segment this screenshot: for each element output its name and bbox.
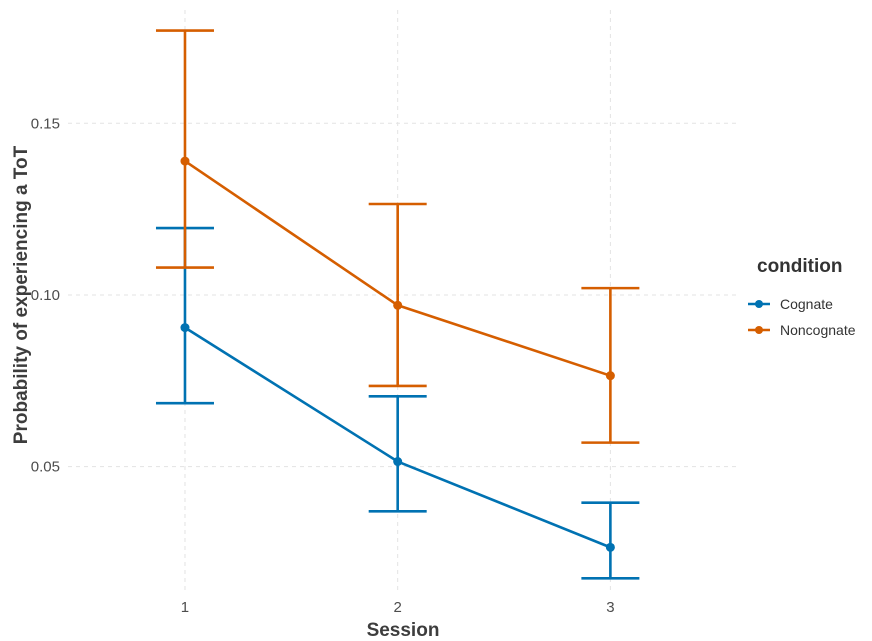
error-bar-cognate (368, 394, 427, 513)
x-axis-title: Session (367, 620, 440, 641)
data-point-noncognate (393, 300, 403, 310)
x-tick-label: 2 (394, 599, 402, 616)
data-point-cognate (605, 542, 615, 552)
legend-key-point (755, 326, 763, 334)
y-tick-label: 0.05 (31, 459, 60, 476)
y-axis-title: Probability of experiencing a ToT (11, 145, 32, 444)
x-tick-label: 1 (181, 599, 189, 616)
x-axis-ticks: 1 2 3 (181, 599, 615, 616)
error-bar-noncognate (581, 286, 640, 444)
plot-area (155, 29, 640, 580)
grid (68, 10, 738, 592)
error-bar-cognate (581, 501, 640, 580)
data-point-cognate (393, 457, 403, 467)
y-axis-ticks: 0.05 0.10 0.15 (31, 115, 60, 475)
legend-key-point (755, 300, 763, 308)
data-point-cognate (180, 323, 190, 333)
data-point-noncognate (180, 156, 190, 166)
legend-title: condition (757, 256, 842, 277)
data-point-noncognate (605, 371, 615, 381)
legend: condition Cognate Noncognate (748, 256, 856, 338)
legend-label: Cognate (780, 296, 833, 312)
legend-item-cognate: Cognate (748, 296, 833, 312)
legend-item-noncognate: Noncognate (748, 322, 856, 338)
error-bar-noncognate (368, 202, 427, 388)
error-bar-noncognate (155, 29, 214, 269)
y-tick-label: 0.15 (31, 115, 60, 132)
x-tick-label: 3 (606, 599, 614, 616)
y-tick-label: 0.10 (31, 287, 60, 304)
legend-label: Noncognate (780, 322, 856, 338)
